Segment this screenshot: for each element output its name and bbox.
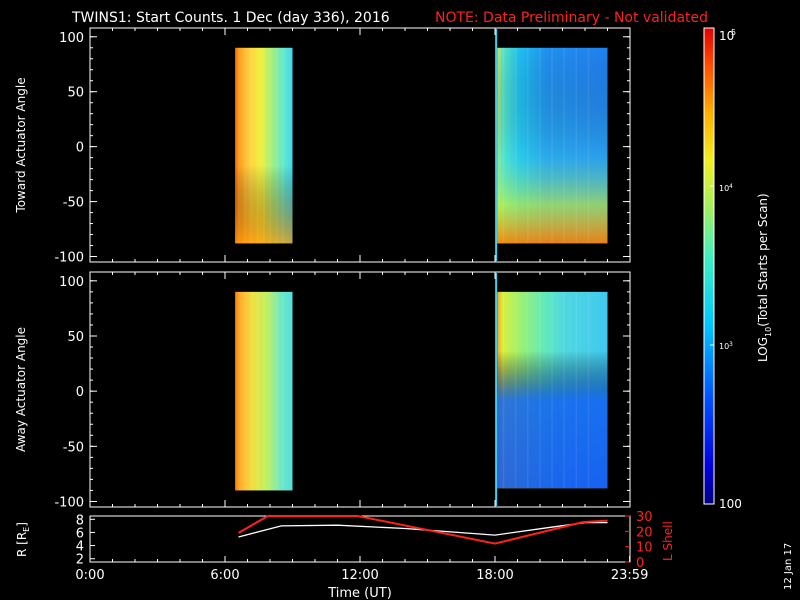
heatmap-streak [587, 47, 590, 244]
heatmap-streak [502, 291, 505, 489]
colorbar-min-label: 100 [719, 497, 742, 511]
y2-tick-label: 10 [636, 541, 653, 556]
y-tick-label: -100 [54, 495, 84, 510]
y2-tick-label: 30 [636, 510, 653, 525]
heatmap-streak [250, 47, 253, 244]
heatmap-streak [263, 47, 265, 244]
toward-panel: 100 50 0 -50 -100 Toward Actuator Angle [14, 27, 631, 266]
y-tick-label: 0 [76, 385, 84, 400]
heatmap-streak [563, 47, 565, 244]
panel-frame [89, 515, 631, 563]
heatmap-block-overlay [497, 291, 608, 489]
heatmap-block [235, 291, 293, 491]
heatmap-block-overlay [235, 47, 293, 244]
heatmap-streak [282, 291, 284, 491]
colorbar-tick-1e4-sup: 4 [729, 183, 733, 190]
colorbar-gradient [703, 27, 715, 505]
heatmap-streak [527, 291, 529, 489]
heatmap-block-overlay [497, 47, 608, 244]
heatmap-streak [263, 291, 265, 491]
heatmap-streak [269, 291, 272, 491]
heatmap-streak [244, 291, 246, 491]
y-tick-label: 100 [59, 31, 84, 46]
heatmap-streak [539, 291, 541, 489]
y-tick-label: 100 [59, 275, 84, 290]
y-tick-label: 4 [76, 540, 84, 555]
x-tick-label: 23:59 [611, 568, 648, 583]
l-shell-axis-label: L Shell [661, 521, 675, 561]
heatmap-streak [514, 47, 517, 244]
heatmap-streak [527, 47, 529, 244]
colorbar-tick-1e3: 10 [719, 342, 729, 351]
heatmap-streak [275, 291, 278, 491]
heatmap-streak [563, 291, 565, 489]
y-tick-label: 2 [76, 553, 84, 568]
colorbar-tick-1e4: 10 [719, 184, 729, 193]
heatmap-streak [256, 47, 259, 244]
y-tick-label: 8 [76, 513, 84, 528]
y-axis-label: Away Actuator Angle [14, 327, 28, 452]
y2-tick-label: 20 [636, 525, 653, 540]
y2-tick-label: 0 [636, 556, 644, 571]
away-panel: 100 50 0 -50 -100 Away Actuator Angle [14, 271, 631, 510]
x-tick-label: 12:00 [341, 568, 378, 583]
y-tick-label: 50 [67, 86, 84, 101]
colorbar-max-base: 10 [719, 29, 734, 43]
heatmap-streak [275, 47, 278, 244]
heatmap-streak [237, 47, 240, 244]
x-tick-label: 18:00 [476, 568, 513, 583]
heatmap-streak [514, 291, 517, 489]
colorbar: 10 5 10 4 10 3 100 LOG10(Total Starts pe… [703, 27, 773, 511]
heatmap-streak [539, 47, 541, 244]
heatmap-streak [551, 47, 553, 244]
heatmap-streak [269, 47, 272, 244]
heatmap-streak [502, 47, 505, 244]
heatmap-streak [250, 291, 253, 491]
heatmap-streak [244, 47, 246, 244]
colorbar-label: LOG10(Total Starts per Scan) [756, 193, 773, 362]
chart-title: TWINS1: Start Counts. 1 Dec (day 336), 2… [71, 10, 390, 26]
y-tick-label: -50 [63, 440, 84, 455]
y-tick-label: -50 [63, 196, 84, 211]
colorbar-tick-1e3-sup: 3 [729, 341, 733, 348]
x-axis-label: Time (UT) [327, 586, 392, 600]
heatmap-streak [575, 291, 578, 489]
y-tick-label: -100 [54, 251, 84, 266]
heatmap-streak [551, 291, 553, 489]
heatmap-streak [256, 291, 259, 491]
x-tick-label: 6:00 [210, 568, 239, 583]
heatmap-streak [575, 47, 578, 244]
side-date: 12 Jan 17 [783, 543, 794, 590]
y-axis-label: Toward Actuator Angle [14, 77, 28, 213]
x-tick-label: 0:00 [75, 568, 104, 583]
y-tick-label: 6 [76, 526, 84, 541]
y-tick-label: 50 [67, 330, 84, 345]
heatmap-streak [237, 291, 240, 491]
heatmap-streak [282, 47, 284, 244]
heatmap-streak [587, 291, 590, 489]
preliminary-note: NOTE: Data Preliminary - Not validated [435, 10, 708, 26]
colorbar-max-sup: 5 [731, 28, 736, 37]
l-shell-series-line [238, 515, 608, 545]
r-axis-label: R [RE] [15, 522, 31, 557]
y-tick-label: 0 [76, 141, 84, 156]
